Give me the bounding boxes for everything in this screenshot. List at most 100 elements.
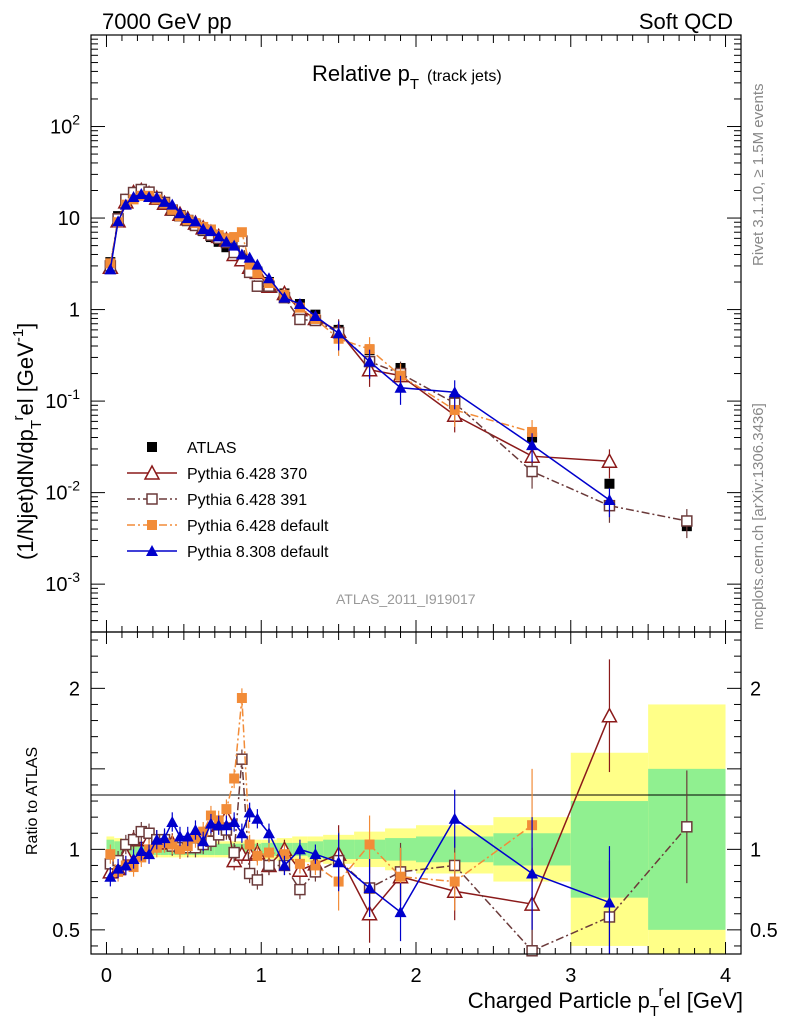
x-tick-labels: 0 1 2 3 4 (101, 965, 731, 987)
data-point (228, 239, 241, 251)
data-point (449, 404, 460, 415)
data-point (262, 272, 275, 284)
data-point (112, 215, 125, 227)
data-point (293, 298, 306, 310)
ratio-point (229, 773, 240, 784)
data-point (127, 190, 140, 202)
data-point (167, 204, 178, 215)
legend-entry: Pythia 6.428 370 (127, 464, 307, 483)
header-right: Soft QCD (639, 9, 733, 34)
data-point (104, 263, 117, 275)
data-point (363, 355, 376, 367)
legend-label: Pythia 6.428 default (187, 518, 329, 535)
ratio-point (243, 806, 256, 818)
data-point (204, 225, 217, 237)
header-left: 7000 GeV pp (102, 9, 232, 34)
ratio-point (309, 848, 322, 860)
data-point (105, 258, 116, 269)
ratio-point (174, 844, 185, 855)
y-tick-label: 10-2 (45, 478, 80, 505)
data-point (119, 198, 132, 210)
legend-entry: ATLAS (147, 440, 237, 457)
data-point (244, 259, 255, 270)
ratio-point (197, 835, 210, 847)
data-point (212, 230, 225, 242)
ratio-point (449, 876, 460, 887)
data-point (681, 515, 693, 527)
ratio-point (236, 693, 247, 704)
data-point (150, 191, 163, 203)
legend-label: Pythia 6.428 391 (187, 492, 307, 509)
ratio-point (220, 819, 233, 831)
data-point (395, 370, 406, 381)
x-tick-label: 3 (565, 965, 576, 987)
ratio-point (189, 824, 202, 836)
ratio-point (167, 839, 178, 850)
ratio-point (395, 871, 406, 882)
legend-entry: Pythia 6.428 default (127, 518, 329, 535)
ratio-point (526, 945, 538, 957)
y-tick-label: 10-3 (45, 569, 80, 596)
ratio-point (262, 827, 275, 839)
data-point (229, 232, 240, 243)
data-point (135, 188, 148, 200)
ratio-point (293, 843, 306, 855)
series-4 (104, 188, 616, 518)
ratio-y-tick-label-right: 2 (750, 678, 761, 700)
ratio-point (235, 827, 248, 839)
data-point (278, 291, 291, 303)
ratio-point (228, 846, 240, 859)
y-axis-label: (1/Njet)dN/dpTrel [GeV-1] (10, 323, 45, 560)
ratio-point (363, 881, 376, 893)
ratio-point (251, 874, 264, 886)
data-point (603, 494, 616, 506)
ratio-point (236, 753, 248, 765)
ratio-point (448, 812, 461, 824)
ratio-point (221, 804, 232, 815)
ratio-axis-ticks: 0.5 0.5 1 1 2 2 (52, 632, 778, 954)
data-point (181, 212, 194, 224)
data-point (173, 207, 186, 219)
legend-marker (146, 493, 158, 505)
ratio-point (279, 849, 290, 860)
x-tick-label: 4 (720, 965, 731, 987)
legend-label: Pythia 6.428 370 (187, 466, 307, 483)
ratio-point (263, 847, 274, 858)
data-point (309, 310, 322, 322)
data-point (294, 313, 306, 326)
ratio-y-tick-label: 0.5 (52, 920, 80, 942)
main-panel: 10-3 10-2 10-1 1 10 102 Relative pT (track jet… (45, 34, 742, 633)
legend-marker (143, 464, 161, 480)
ratio-point (135, 844, 148, 856)
ratio-point (364, 839, 375, 850)
data-point (189, 215, 202, 227)
ratio-point (332, 856, 345, 868)
ratio-point (244, 839, 255, 850)
legend-marker (147, 520, 157, 530)
ratio-point (681, 821, 693, 833)
y-tick-label: 10-1 (45, 386, 80, 413)
ratio-point (127, 833, 140, 846)
data-point (251, 258, 264, 270)
data-point (394, 381, 407, 393)
ratio-point (310, 860, 321, 871)
y-tick-label: 102 (50, 112, 80, 139)
ratio-band-inner (114, 841, 122, 858)
ratio-point (601, 707, 618, 723)
legend-entry: Pythia 6.428 391 (127, 492, 307, 509)
ratio-band-inner (222, 843, 231, 855)
x-tick-label: 0 (101, 965, 112, 987)
plot-title: Relative pT (track jets) (312, 61, 502, 93)
ratio-point (173, 830, 186, 842)
ratio-y-tick-label-right: 1 (750, 839, 761, 861)
data-point (197, 222, 210, 234)
y-tick-label: 10 (58, 208, 80, 230)
y-tick-label: 1 (69, 300, 80, 322)
ratio-point (251, 812, 264, 824)
ratio-point (526, 867, 539, 879)
data-point (526, 465, 538, 478)
data-point (166, 198, 179, 210)
ratio-point (228, 815, 241, 827)
main-data-layer (102, 181, 693, 539)
